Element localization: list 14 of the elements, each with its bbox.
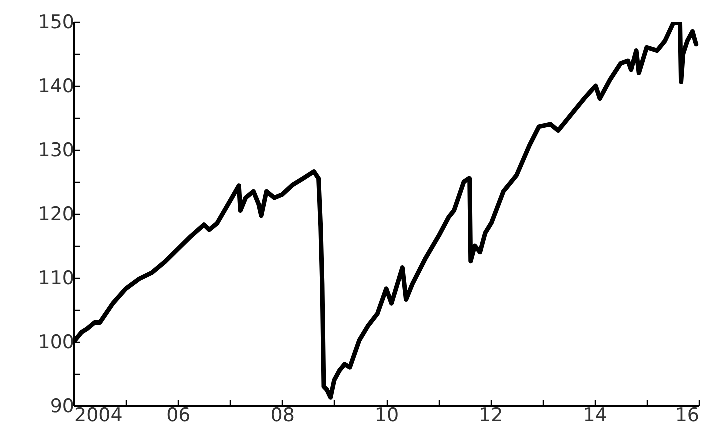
x-tick-label: 2004 bbox=[74, 404, 123, 426]
y-tick-label: 110 bbox=[38, 268, 74, 290]
y-tick-label: 100 bbox=[38, 332, 74, 354]
x-tick-label: 08 bbox=[270, 404, 295, 426]
y-tick-label: 130 bbox=[38, 140, 74, 162]
x-tick-label: 14 bbox=[583, 404, 608, 426]
y-tick-label: 90 bbox=[50, 396, 74, 418]
x-tick-label: 12 bbox=[479, 404, 504, 426]
y-tick-label: 140 bbox=[38, 76, 74, 98]
y-tick-label: 150 bbox=[38, 12, 74, 34]
x-tick-label: 16 bbox=[675, 404, 700, 426]
x-tick-label: 10 bbox=[374, 404, 400, 426]
y-tick-label: 120 bbox=[38, 204, 74, 226]
x-tick-label: 06 bbox=[166, 404, 191, 426]
